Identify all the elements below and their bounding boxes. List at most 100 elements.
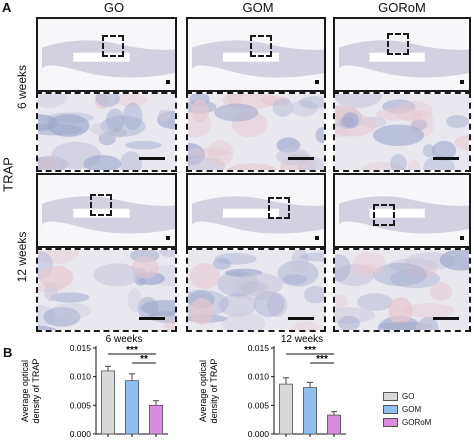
tissue-patch	[299, 252, 324, 262]
tissue-patch	[189, 298, 214, 325]
marrow-cavity	[223, 52, 279, 62]
tissue-patch	[221, 312, 266, 330]
legend-label-gorom: GORoM	[402, 418, 432, 427]
tissue-patch	[290, 321, 321, 330]
tissue-patch	[335, 294, 348, 308]
scale-bar	[288, 317, 314, 320]
chart-12-weeks: 12 weeks Average optical density of TRAP 0.…	[196, 330, 361, 440]
tissue-patch	[100, 115, 146, 137]
tissue-patch	[235, 273, 284, 297]
tissue-patch	[342, 112, 359, 129]
y-tick-label: 0.000	[70, 429, 92, 439]
chart-title: 12 weeks	[281, 334, 323, 345]
tissue-patch	[357, 293, 393, 311]
y-axis-label-line-2: density of TRAP	[31, 359, 41, 424]
scale-bar	[433, 157, 459, 160]
tissue-patch	[50, 292, 90, 303]
legend-item-go: GO	[383, 390, 431, 403]
scale-bar	[139, 317, 165, 320]
tissue-patch	[83, 155, 122, 170]
row-label-6-weeks: 6 weeks	[15, 64, 29, 110]
tissue-patch	[390, 268, 440, 289]
tissue-patch	[47, 114, 90, 137]
roi-box	[102, 35, 124, 57]
legend-swatch-gom	[383, 405, 398, 414]
bar-gorom	[148, 404, 163, 435]
legend-swatch-gorom	[383, 418, 398, 427]
tissue-patch	[375, 107, 423, 121]
tissue-patch	[105, 108, 125, 133]
tissue-patch	[446, 115, 469, 128]
roi-box	[387, 33, 409, 55]
tissue-patch	[122, 102, 143, 131]
tissue-patch	[227, 163, 278, 170]
column-header-gom: GOM	[242, 0, 274, 15]
marrow-cavity	[223, 208, 279, 218]
tissue-patch	[335, 128, 352, 138]
chart-6-weeks: 6 weeks Average optical density of TRAP 0.0…	[18, 330, 183, 440]
overview-image-gorom-6-weeks	[333, 17, 471, 92]
tissue-texture	[38, 19, 175, 90]
overview-image-gom-12-weeks	[186, 173, 326, 248]
scale-bar	[460, 236, 464, 240]
y-tick-label: 0.010	[70, 372, 92, 382]
tissue-patch	[388, 258, 438, 273]
tissue-patch	[266, 293, 288, 317]
chart-6-weeks-svg: 6 weeks Average optical density of TRAP 0.0…	[20, 334, 168, 439]
tissue-texture	[38, 250, 175, 330]
bar-gom	[303, 387, 318, 435]
y-tick-label: 0.000	[248, 429, 270, 439]
tissue-patch	[405, 265, 437, 278]
overview-image-gorom-12-weeks	[333, 173, 471, 248]
legend-label-gom: GOM	[402, 405, 422, 414]
y-axis-label-line-1: Average optical	[20, 360, 30, 422]
bar-go	[101, 370, 116, 435]
tissue-texture	[188, 19, 324, 90]
significance-label: ***	[126, 345, 138, 356]
tissue-patch	[352, 251, 386, 274]
tissue-patch	[402, 303, 455, 319]
tissue-patch	[189, 263, 221, 290]
tissue-patch	[407, 159, 421, 170]
tissue-patch	[38, 250, 80, 264]
tissue-patch	[212, 258, 232, 270]
marrow-cavity	[73, 208, 130, 218]
overview-image-go-6-weeks	[36, 17, 177, 92]
tissue-patch	[140, 299, 175, 317]
tissue-patch	[290, 100, 318, 117]
significance-label: ***	[316, 354, 328, 365]
tissue-texture	[335, 250, 469, 330]
tissue-patch	[214, 253, 257, 265]
roi-box	[90, 194, 112, 216]
scale-bar	[288, 157, 314, 160]
tissue-patch	[113, 94, 148, 107]
tissue-texture	[38, 94, 175, 170]
tissue-patch	[157, 109, 171, 121]
tissue-patch	[388, 297, 413, 325]
roi-box	[250, 35, 272, 57]
legend-label-go: GO	[402, 392, 415, 401]
tissue-patch	[120, 151, 143, 170]
tissue-patch	[214, 103, 259, 122]
tissue-patch	[188, 147, 231, 157]
tissue-texture	[188, 250, 324, 330]
scale-bar	[139, 157, 165, 160]
tissue-patch	[125, 140, 162, 150]
y-tick-label: 0.015	[70, 343, 92, 353]
zoom-image-gorom-6-weeks	[333, 92, 471, 172]
tissue-patch	[39, 265, 74, 289]
zoom-image-gom-6-weeks	[186, 92, 326, 172]
tissue-patch	[359, 162, 407, 170]
y-tick-label: 0.015	[248, 343, 270, 353]
tissue-patch	[429, 281, 453, 301]
tissue-patch	[353, 264, 382, 278]
tissue-texture	[188, 175, 324, 246]
tissue-patch	[38, 325, 58, 330]
roi-box	[268, 197, 290, 219]
tissue-patch	[89, 122, 114, 136]
tissue-patch	[163, 319, 175, 330]
bar-gom	[125, 380, 140, 435]
marrow-cavity	[73, 52, 130, 62]
tissue-patch	[335, 94, 383, 109]
tissue-patch	[94, 94, 109, 110]
